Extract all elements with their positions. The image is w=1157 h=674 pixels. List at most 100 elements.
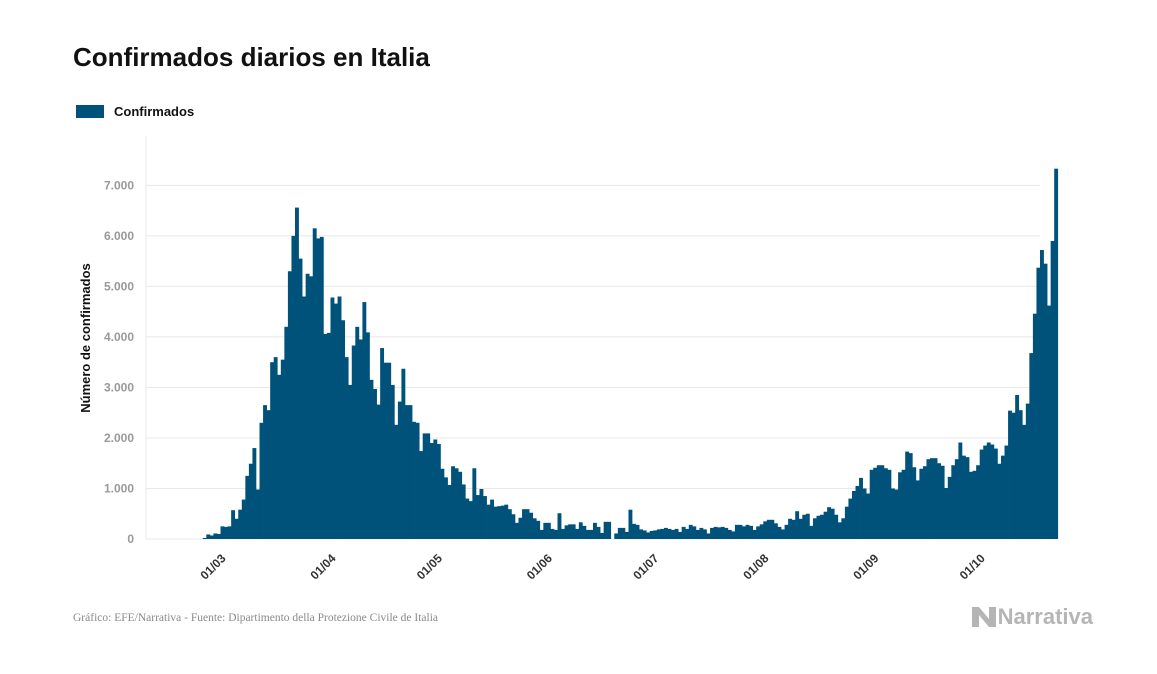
bar <box>1040 250 1044 539</box>
bar <box>965 457 970 539</box>
bar <box>596 526 601 539</box>
bar <box>532 518 537 539</box>
bar <box>727 529 732 539</box>
bar <box>887 469 892 539</box>
bar <box>969 471 973 539</box>
bar <box>383 362 388 539</box>
bar <box>341 320 346 539</box>
bar <box>316 238 321 539</box>
bar <box>483 496 487 539</box>
bar <box>922 466 927 539</box>
bar <box>944 487 949 539</box>
bar <box>958 442 963 539</box>
bar <box>816 515 821 539</box>
bar <box>894 489 899 539</box>
bar <box>862 488 867 539</box>
legend-swatch <box>76 105 104 118</box>
bar <box>901 469 906 539</box>
legend-label: Confirmados <box>114 104 195 119</box>
bar <box>319 236 324 539</box>
bar <box>309 276 314 539</box>
y-axis-label: Número de confirmados <box>78 263 93 413</box>
y-tick-label: 2.000 <box>104 431 134 445</box>
legend: Confirmados <box>76 104 194 119</box>
bar <box>802 514 807 539</box>
bar <box>649 530 654 539</box>
bar <box>458 471 463 539</box>
bar <box>763 521 768 539</box>
x-axis-ticks: 01/03 01/04 01/05 01/06 01/07 01/08 01/09 01/10 <box>197 551 988 582</box>
bar <box>475 495 480 539</box>
chart-title: Confirmados diarios en Italia <box>73 42 430 72</box>
bar <box>550 528 555 539</box>
bar <box>348 384 353 539</box>
bar <box>710 527 714 539</box>
bar <box>990 444 995 539</box>
bar <box>823 511 828 539</box>
bar <box>401 368 406 539</box>
bar <box>511 514 516 539</box>
bar <box>539 529 544 539</box>
bar <box>312 228 317 539</box>
x-tick-label: 01/07 <box>630 551 661 582</box>
x-tick-label: 01/10 <box>957 551 988 582</box>
bar <box>997 463 1002 539</box>
bar <box>972 470 977 539</box>
bar <box>1004 445 1009 539</box>
bar <box>692 526 697 539</box>
bar <box>553 529 558 539</box>
bar <box>603 521 608 539</box>
bar <box>976 465 981 539</box>
bar <box>837 522 842 539</box>
bar <box>1047 305 1051 539</box>
bar <box>575 528 580 539</box>
bar <box>766 519 771 539</box>
bar <box>1015 395 1020 539</box>
y-tick-label: 7.000 <box>104 178 134 192</box>
bar <box>706 533 711 539</box>
bar <box>500 505 505 539</box>
bar <box>266 410 271 539</box>
bar <box>270 362 275 539</box>
bar <box>752 529 757 539</box>
bar <box>628 509 633 539</box>
bar <box>582 525 587 539</box>
bar <box>951 465 956 539</box>
bar <box>522 509 526 539</box>
bar <box>369 379 374 539</box>
bar <box>255 489 260 539</box>
x-tick-label: 01/06 <box>524 551 555 582</box>
bar <box>656 529 661 539</box>
bar <box>440 468 445 539</box>
bar <box>912 467 917 539</box>
bar <box>447 484 452 539</box>
bar <box>795 511 800 539</box>
bar <box>742 526 746 539</box>
bar <box>248 463 253 539</box>
bar <box>1018 410 1023 539</box>
bar <box>461 484 466 539</box>
bars <box>202 168 1059 539</box>
bar <box>731 531 736 539</box>
bar <box>454 468 459 539</box>
bar <box>362 302 367 539</box>
bar <box>674 528 679 539</box>
bar <box>227 526 232 539</box>
bar <box>465 498 470 539</box>
bar <box>993 448 998 539</box>
bar <box>919 468 924 539</box>
bar <box>220 526 225 539</box>
bar <box>734 524 739 539</box>
bar <box>663 527 668 539</box>
bar <box>486 504 491 539</box>
bar <box>529 512 534 539</box>
bar <box>979 449 984 539</box>
bar <box>323 333 328 539</box>
bar <box>337 296 342 539</box>
bar <box>986 442 991 539</box>
bar <box>1022 424 1027 539</box>
bar <box>667 528 672 539</box>
bar <box>798 518 803 539</box>
logo-text: Narrativa <box>997 604 1093 629</box>
bar <box>1032 313 1037 539</box>
